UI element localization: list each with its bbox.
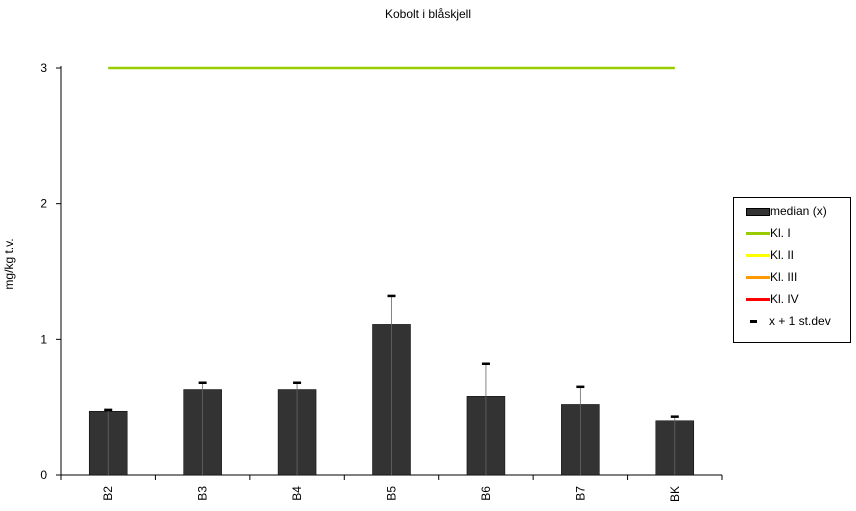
x-tick-label: B5 [385,486,399,501]
legend-item: Kl. IV [734,292,852,308]
legend-item: x + 1 st.dev [734,314,852,330]
legend-dash-marker [750,320,757,323]
x-tick-label: BK [668,486,682,502]
x-tick-label: B2 [101,486,115,501]
legend-label: Kl. I [770,226,791,240]
legend-line-swatch [746,298,770,301]
legend-item: Kl. II [734,248,852,264]
x-tick-label: B4 [290,486,304,501]
y-tick-label: 1 [40,332,47,346]
legend-label: Kl. IV [770,292,799,306]
legend-line-swatch [746,232,770,235]
y-tick-label: 0 [40,468,47,482]
x-tick-label: B3 [196,486,210,501]
x-tick-label: B6 [479,486,493,501]
y-tick-label: 3 [40,61,47,75]
legend-bar-swatch [746,208,770,216]
legend-line-swatch [746,276,770,279]
legend-item: median (x) [734,204,852,220]
legend-label: Kl. III [770,270,798,284]
x-tick-label: B7 [573,486,587,501]
legend-item: Kl. III [734,270,852,286]
chart-title: Kobolt i blåskjell [384,7,472,21]
chart-legend: median (x) Kl. I Kl. II Kl. III Kl. IV x + 1 … [733,197,851,343]
legend-item: Kl. I [734,226,852,242]
legend-label: median (x) [770,204,827,218]
legend-line-swatch [746,254,770,257]
legend-label: Kl. II [770,248,795,262]
y-tick-label: 2 [40,197,47,211]
legend-label: x + 1 st.dev [769,314,831,328]
